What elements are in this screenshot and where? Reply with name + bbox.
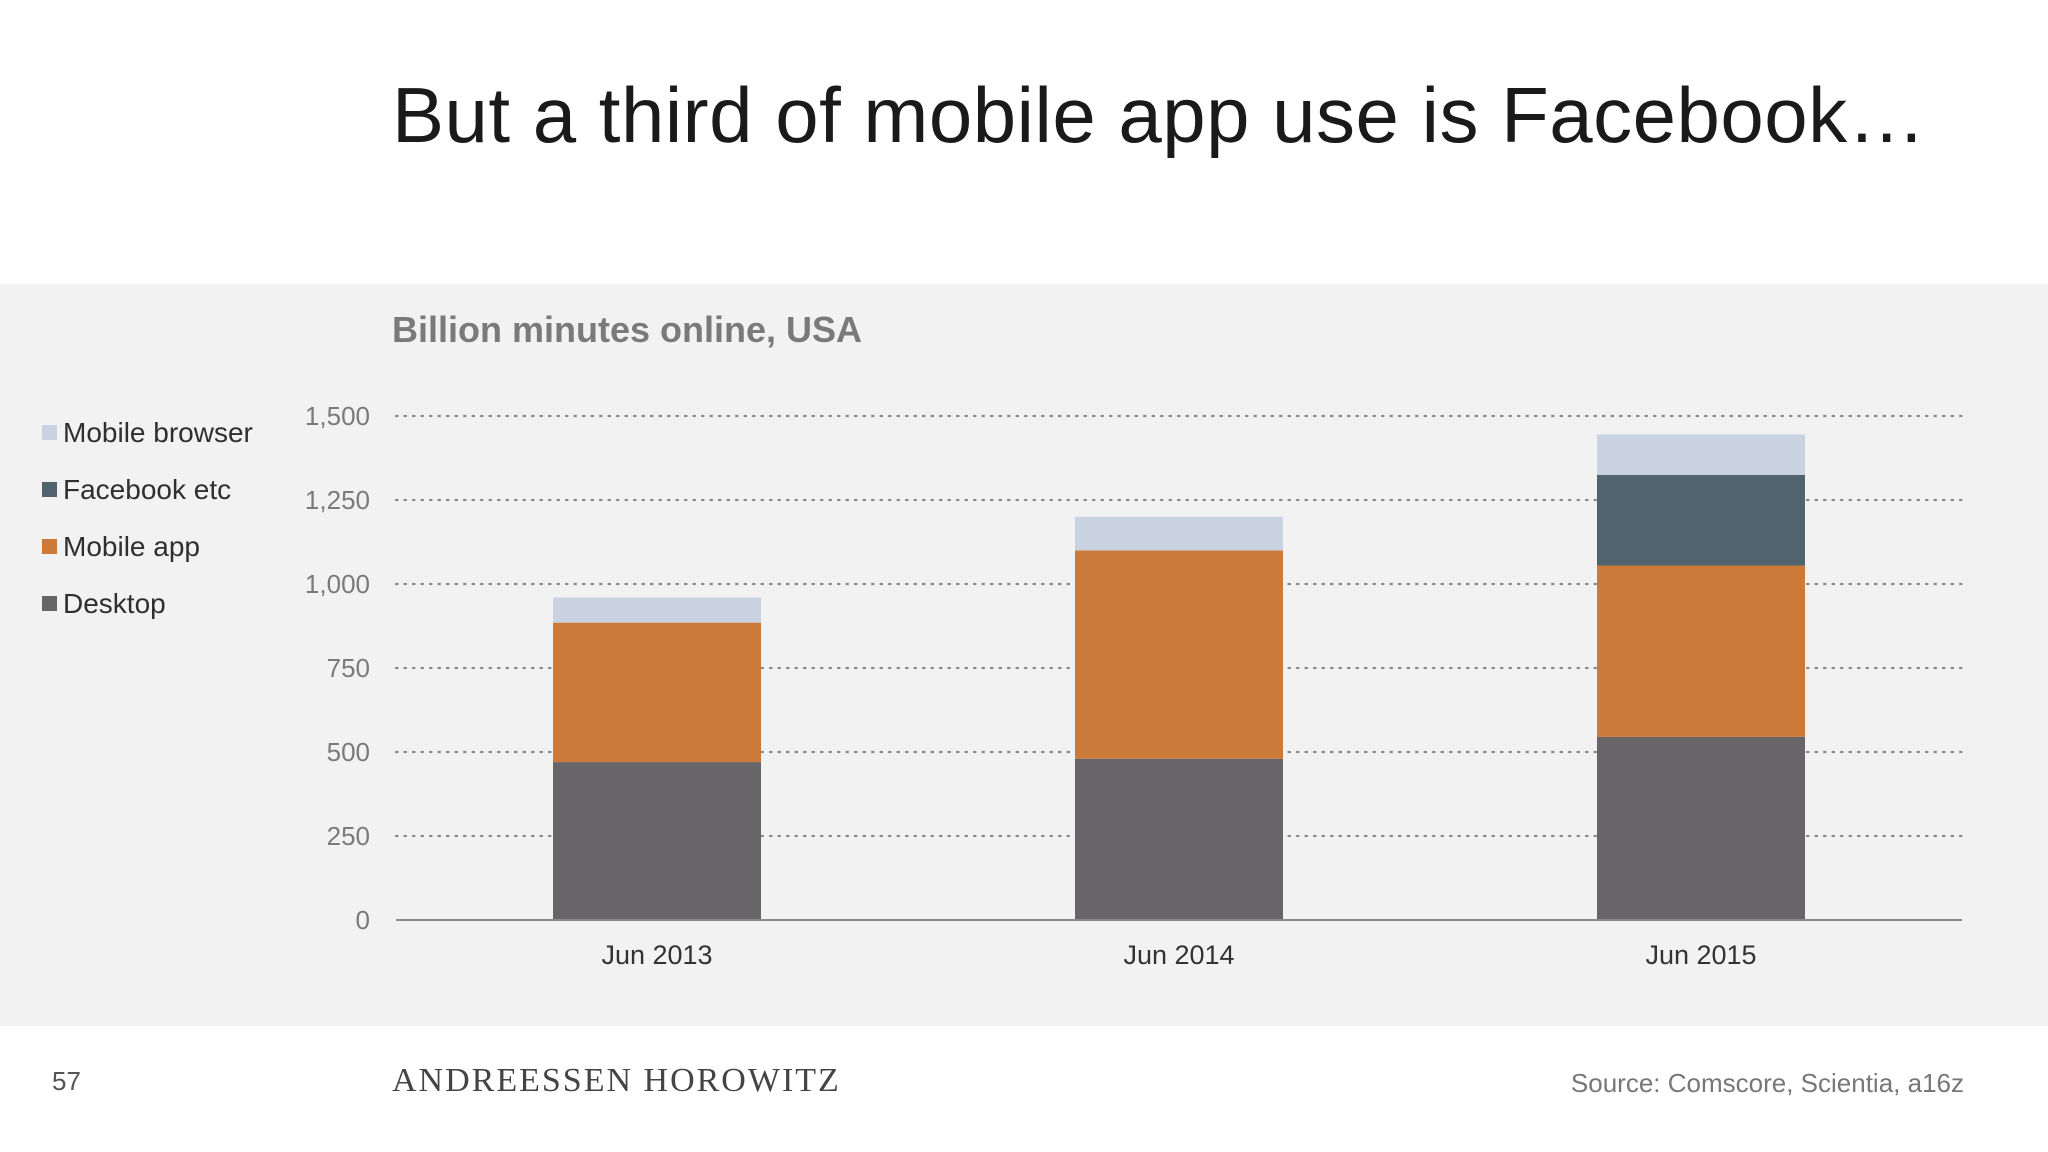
axes: 0 250 500 750 1,000 1,250 1,500 Jun 2013 Jun 201… [305,401,1962,970]
bar-segment-desktop [1597,736,1805,920]
bar-segment-desktop [1075,758,1283,920]
page-number: 57 [52,1066,81,1096]
bar-segment-mobile-browser [553,597,761,623]
legend-label: Mobile app [63,530,200,562]
source-note: Source: Comscore, Scientia, a16z [1570,1068,1964,1098]
legend-label: Mobile browser [63,416,253,448]
x-tick-label: Jun 2015 [1645,940,1756,970]
y-tick-label: 1,000 [305,569,370,599]
legend-label: Desktop [63,587,166,619]
chart-title: Billion minutes online, USA [392,309,862,350]
bar-segment-mobile-app [1075,550,1283,759]
x-tick-label: Jun 2013 [601,940,712,970]
bar-segment-facebook-etc [1597,474,1805,566]
bar-segment-mobile-app [1597,565,1805,737]
legend-swatch [42,482,57,497]
y-tick-label: 1,250 [305,485,370,515]
legend: Mobile browser Facebook etc Mobile app Desk… [42,404,253,632]
brand-logo-text: ANDREESSEN HOROWITZ [392,1062,841,1099]
legend-item: Facebook etc [42,461,253,518]
y-tick-label: 1,500 [305,401,370,431]
y-tick-label: 0 [356,905,370,935]
stacked-bar-chart: Billion minutes online, USA 0 250 500 750 1,… [305,309,1964,970]
y-tick-label: 500 [327,737,370,767]
bar-segment-mobile-browser [1597,434,1805,475]
legend-item: Desktop [42,575,253,632]
bar-segment-mobile-browser [1075,516,1283,551]
bar-segment-desktop [553,762,761,920]
bar-segment-mobile-app [553,622,761,763]
legend-item: Mobile browser [42,404,253,461]
y-tick-label: 750 [327,653,370,683]
legend-item: Mobile app [42,518,253,575]
slide-title: But a third of mobile app use is Faceboo… [392,71,1927,159]
chart-panel: Billion minutes online, USA 0 250 500 750 1,… [0,284,2048,1026]
legend-label: Facebook etc [63,473,232,505]
legend-swatch [42,425,57,440]
legend-swatch [42,539,57,554]
legend-swatch [42,596,57,611]
bars [553,434,1805,920]
y-tick-label: 250 [327,821,370,851]
x-tick-label: Jun 2014 [1123,940,1234,970]
